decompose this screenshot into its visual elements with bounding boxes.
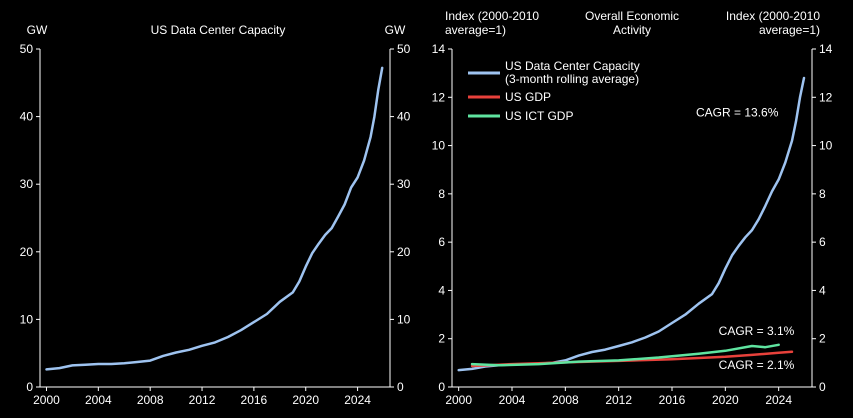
right-y-tick-label: 12 — [819, 90, 833, 104]
x-tick-label: 2012 — [189, 393, 216, 407]
left-y-tick-label: 10 — [432, 139, 446, 153]
left-y-tick-label: 2 — [438, 332, 445, 346]
left-y-tick-label: 8 — [438, 187, 445, 201]
right-axis-unit: GW — [385, 23, 406, 37]
cagr-annotation: CAGR = 13.6% — [696, 106, 779, 120]
series-line-1-2 — [470, 343, 780, 367]
legend: US Data Center Capacity (3-month rolling… — [468, 59, 640, 123]
x-tick-label: 2016 — [659, 393, 686, 407]
left-y-tick-label: 6 — [438, 235, 445, 249]
x-tick-label: 2024 — [344, 393, 371, 407]
x-tick-label: 2016 — [241, 393, 268, 407]
legend-label-us-gdp: US GDP — [505, 90, 551, 104]
right-y-tick-label: 20 — [397, 245, 411, 259]
right-y-tick-label: 40 — [397, 110, 411, 124]
left-y-tick-label: 0 — [26, 380, 33, 394]
left-y-tick-label: 40 — [20, 110, 34, 124]
chart-title-line-1: Overall Economic — [585, 9, 679, 23]
legend-label-data-center-line-1: US Data Center Capacity — [505, 59, 640, 73]
x-tick-label: 2004 — [499, 393, 526, 407]
chart-title: US Data Center Capacity — [151, 23, 286, 37]
left-y-tick-label: 10 — [20, 312, 34, 326]
right-y-tick-label: 0 — [819, 380, 826, 394]
x-tick-label: 2020 — [292, 393, 319, 407]
right-y-tick-label: 50 — [397, 42, 411, 56]
legend-label-us-ict-gdp: US ICT GDP — [505, 109, 573, 123]
right-axis-title-line-2: average=1) — [759, 23, 820, 37]
right-y-tick-label: 10 — [819, 139, 833, 153]
left-y-tick-label: 4 — [438, 283, 445, 297]
left-y-tick-label: 30 — [20, 177, 34, 191]
cagr-annotation: CAGR = 2.1% — [719, 358, 795, 372]
panel-data-center-capacity: GW US Data Center Capacity GW 2000 2004 20… — [20, 23, 411, 407]
left-axis-unit: GW — [27, 23, 48, 37]
right-y-tick-label: 10 — [397, 312, 411, 326]
right-axis-title-line-1: Index (2000-2010 — [726, 9, 820, 23]
left-y-tick-label: 20 — [20, 245, 34, 259]
right-y-tick-label: 6 — [819, 235, 826, 249]
x-tick-label: 2012 — [605, 393, 632, 407]
x-tick-label: 2000 — [33, 393, 60, 407]
x-tick-label: 2008 — [137, 393, 164, 407]
right-y-tick-label: 30 — [397, 177, 411, 191]
right-y-tick-label: 4 — [819, 283, 826, 297]
left-y-tick-label: 14 — [432, 42, 446, 56]
series-line-0-0 — [45, 66, 384, 371]
x-tick-label: 2004 — [85, 393, 112, 407]
legend-label-data-center-line-2: (3-month rolling average) — [505, 72, 639, 86]
right-y-tick-label: 2 — [819, 332, 826, 346]
panel-economic-activity: Index (2000-2010 average=1) Overall Econ… — [432, 9, 833, 407]
x-tick-label: 2020 — [712, 393, 739, 407]
right-y-tick-label: 14 — [819, 42, 833, 56]
left-axis-title-line-2: average=1) — [445, 23, 506, 37]
left-y-tick-label: 12 — [432, 90, 446, 104]
left-y-tick-label: 50 — [20, 42, 34, 56]
x-tick-label: 2008 — [552, 393, 579, 407]
chart-title-line-2: Activity — [613, 23, 651, 37]
cagr-annotation: CAGR = 3.1% — [719, 324, 795, 338]
x-tick-label: 2024 — [765, 393, 792, 407]
left-y-tick-label: 0 — [438, 380, 445, 394]
right-y-tick-label: 0 — [397, 380, 404, 394]
left-axis-title-line-1: Index (2000-2010 — [445, 9, 539, 23]
right-y-tick-label: 8 — [819, 187, 826, 201]
x-tick-label: 2000 — [445, 393, 472, 407]
